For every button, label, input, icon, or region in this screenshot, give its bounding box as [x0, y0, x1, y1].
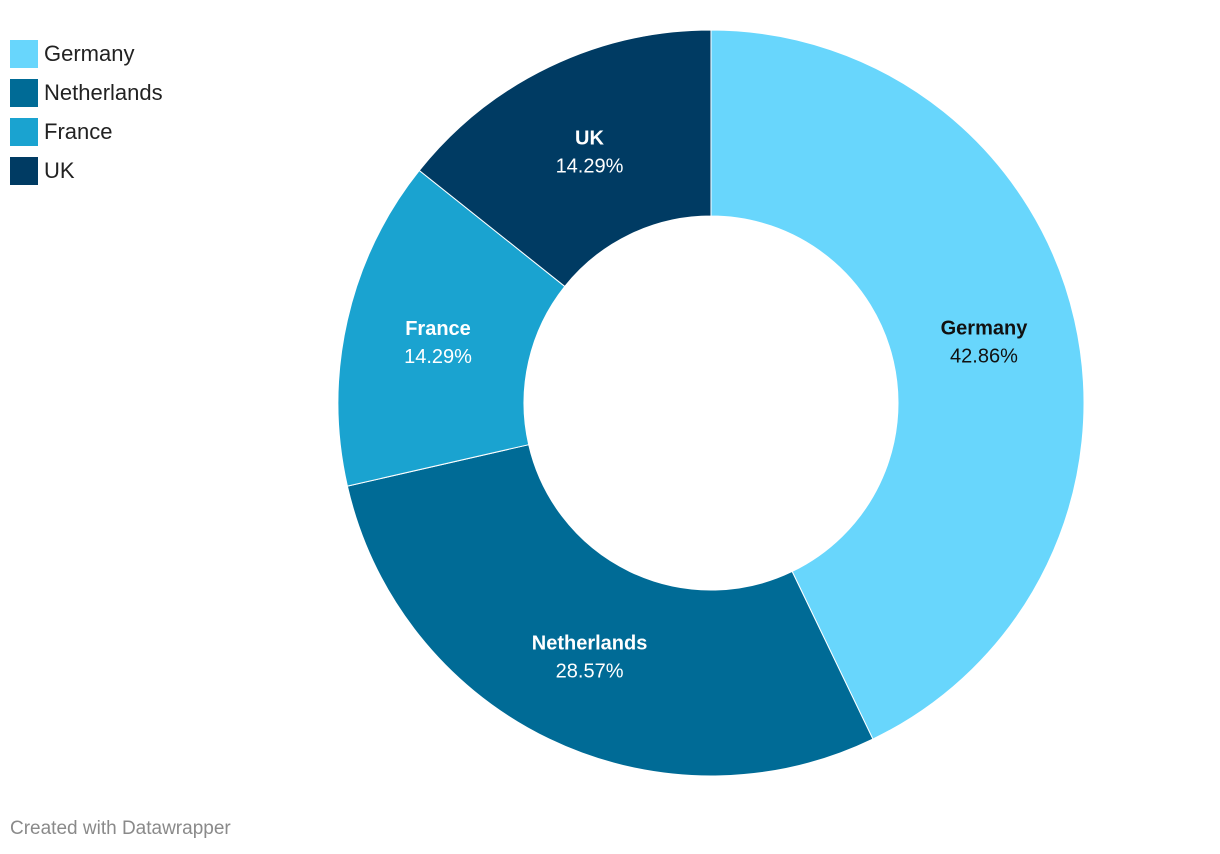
legend-item-uk: UK: [10, 157, 163, 185]
legend-item-netherlands: Netherlands: [10, 79, 163, 107]
legend-swatch: [10, 40, 38, 68]
credit-text: Created with Datawrapper: [10, 818, 231, 839]
slice-label-value: 28.57%: [556, 660, 624, 682]
legend-swatch: [10, 79, 38, 107]
slice-label-value: 14.29%: [404, 346, 472, 368]
slice-label-name: France: [405, 318, 471, 340]
legend-label: UK: [44, 158, 75, 183]
slice-label-name: Germany: [941, 318, 1029, 340]
legend-label: Germany: [44, 41, 135, 66]
slice-label-name: Netherlands: [532, 632, 648, 654]
donut-slices: [337, 29, 1085, 777]
slice-label-value: 14.29%: [556, 156, 624, 178]
legend-label: Netherlands: [44, 80, 163, 105]
slice-germany: [710, 29, 1085, 740]
legend-swatch: [10, 157, 38, 185]
slice-uk: [418, 29, 712, 288]
slice-label-value: 42.86%: [950, 346, 1018, 368]
slice-label-name: UK: [575, 128, 604, 150]
slice-labels: Germany 42.86% Netherlands 28.57% France 14.2…: [404, 128, 1028, 683]
legend-item-germany: Germany: [10, 40, 163, 68]
slice-netherlands: [346, 444, 874, 777]
chart-legend: Germany Netherlands France UK: [10, 40, 163, 196]
legend-label: France: [44, 119, 113, 144]
legend-item-france: France: [10, 118, 163, 146]
legend-swatch: [10, 118, 38, 146]
slice-france: [337, 169, 566, 487]
